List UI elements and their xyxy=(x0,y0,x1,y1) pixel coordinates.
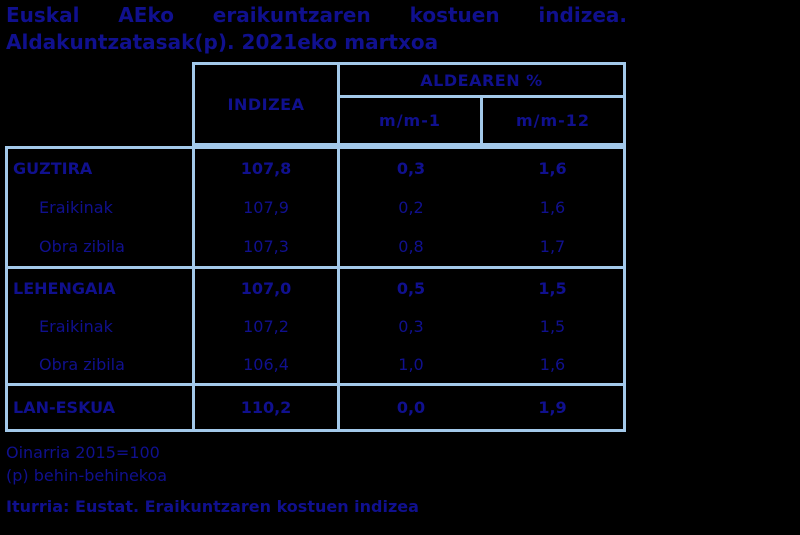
mm1-value: 0,2 xyxy=(398,198,424,217)
table-footnotes: Oinarria 2015=100 (p) behin-behinekoa It… xyxy=(6,441,419,516)
indizea-value: 107,8 xyxy=(192,149,340,188)
mm12-value: 1,5 xyxy=(538,278,567,298)
table-row: Eraikinak 107,2 0,3 1,5 xyxy=(8,307,623,345)
row-label: Obra zibila xyxy=(39,237,125,256)
table-header: INDIZEA ALDEAREN % m/m-1 m/m-12 xyxy=(5,62,626,146)
mm1-value: 0,0 xyxy=(396,398,426,417)
page-title: Euskal AEko eraikuntzaren kostuen indize… xyxy=(6,2,627,56)
indizea-value: 107,2 xyxy=(192,307,340,345)
row-label: Eraikinak xyxy=(39,316,113,336)
source-line: Iturria: Eustat. Eraikuntzaren kostuen i… xyxy=(6,497,419,516)
mm12-value: 1,6 xyxy=(539,198,566,217)
indizea-value: 106,4 xyxy=(192,345,340,383)
indizea-value: 107,0 xyxy=(192,269,340,307)
mm12-value: 1,6 xyxy=(539,354,566,374)
row-label: GUZTIRA xyxy=(13,159,93,178)
indizea-value: 110,2 xyxy=(192,386,340,429)
row-label: Obra zibila xyxy=(39,354,125,374)
mm1-value: 0,5 xyxy=(396,278,426,298)
mm1-value: 0,3 xyxy=(396,159,426,178)
mm12-value: 1,6 xyxy=(538,159,567,178)
page-title-line-1: Euskal AEko eraikuntzaren kostuen indize… xyxy=(6,3,627,27)
indizea-value: 107,9 xyxy=(192,188,340,227)
indizea-value: 107,3 xyxy=(192,227,340,266)
column-header-indizea: INDIZEA xyxy=(192,62,340,146)
table-body: GUZTIRA 107,8 0,3 1,6 Eraikinak 107,9 0,… xyxy=(5,146,626,432)
cost-index-table: INDIZEA ALDEAREN % m/m-1 m/m-12 GUZTIRA … xyxy=(5,62,626,432)
base-note: Oinarria 2015=100 xyxy=(6,443,160,462)
mm12-value: 1,7 xyxy=(539,237,566,256)
table-row: Obra zibila 107,3 0,8 1,7 xyxy=(8,227,623,266)
mm12-value: 1,9 xyxy=(538,398,567,417)
table-group-guztira: GUZTIRA 107,8 0,3 1,6 Eraikinak 107,9 0,… xyxy=(8,146,623,266)
table-group-lehengaia: LEHENGAIA 107,0 0,5 1,5 Eraikinak 107,2 … xyxy=(8,266,623,383)
table-row: GUZTIRA 107,8 0,3 1,6 xyxy=(8,149,623,188)
mm1-value: 0,8 xyxy=(398,237,424,256)
column-group-aldearen: ALDEAREN % m/m-1 m/m-12 xyxy=(340,62,626,146)
table-row: LAN-ESKUA 110,2 0,0 1,9 xyxy=(8,386,623,429)
page-title-line-2: Aldakuntzatasak(p). 2021eko martxoa xyxy=(6,30,439,54)
column-header-mm1: m/m-1 xyxy=(340,98,483,143)
row-label: LAN-ESKUA xyxy=(13,398,116,417)
group-header-aldearen: ALDEAREN % xyxy=(340,65,623,98)
mm12-value: 1,5 xyxy=(539,316,566,336)
row-label: Eraikinak xyxy=(39,198,113,217)
row-label: LEHENGAIA xyxy=(13,278,116,298)
provisional-note: (p) behin-behinekoa xyxy=(6,466,168,485)
table-row: Obra zibila 106,4 1,0 1,6 xyxy=(8,345,623,383)
table-row: LEHENGAIA 107,0 0,5 1,5 xyxy=(8,269,623,307)
mm1-value: 0,3 xyxy=(398,316,424,336)
table-row: Eraikinak 107,9 0,2 1,6 xyxy=(8,188,623,227)
table-group-lan-eskua: LAN-ESKUA 110,2 0,0 1,9 xyxy=(8,383,623,429)
column-header-mm12: m/m-12 xyxy=(515,111,591,130)
mm1-value: 1,0 xyxy=(398,354,424,374)
header-spacer xyxy=(5,62,192,146)
sub-header-row: m/m-1 m/m-12 xyxy=(340,98,623,143)
